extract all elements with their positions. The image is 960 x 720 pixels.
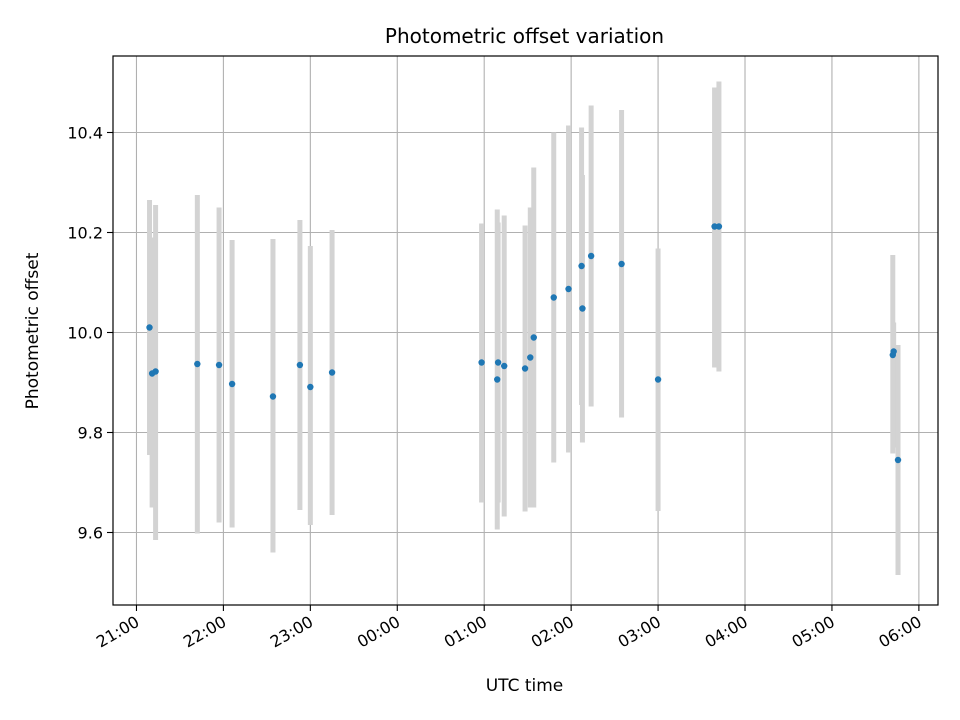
data-point [478, 359, 485, 366]
data-point [269, 393, 277, 400]
data-point [521, 365, 529, 372]
data-point [494, 376, 501, 383]
data-point [328, 369, 336, 376]
data-point [501, 362, 508, 370]
y-tick-label: 9.6 [78, 524, 103, 543]
data-point [494, 359, 502, 366]
data-point [894, 456, 902, 464]
data-point [296, 361, 304, 369]
y-axis-ticks: 9.6 9.8 10.0 10.2 10.4 [67, 124, 113, 543]
data-point [579, 305, 586, 312]
chart-title: Photometric offset variation [385, 24, 664, 48]
data-point [715, 223, 723, 230]
y-tick-label: 10.4 [67, 124, 103, 143]
data-point [527, 354, 534, 361]
data-point [215, 361, 223, 369]
data-point [530, 334, 537, 341]
y-tick-label: 9.8 [78, 424, 103, 443]
data-point [550, 294, 557, 301]
data-point [152, 368, 159, 375]
plot-frame [112, 55, 939, 606]
y-tick-label: 10.2 [67, 224, 103, 243]
data-point [307, 383, 314, 391]
data-points [146, 223, 902, 464]
data-point [890, 348, 897, 355]
data-point [587, 252, 595, 260]
data-point [654, 376, 662, 383]
data-point [578, 262, 585, 270]
y-tick-label: 10.0 [67, 324, 103, 343]
data-point [194, 360, 201, 368]
data-point [146, 324, 153, 331]
y-axis-title: Photometric offset [23, 252, 43, 409]
x-axis-title: UTC time [486, 676, 564, 696]
data-point [565, 285, 572, 293]
data-point [228, 380, 236, 388]
data-point [618, 260, 625, 268]
